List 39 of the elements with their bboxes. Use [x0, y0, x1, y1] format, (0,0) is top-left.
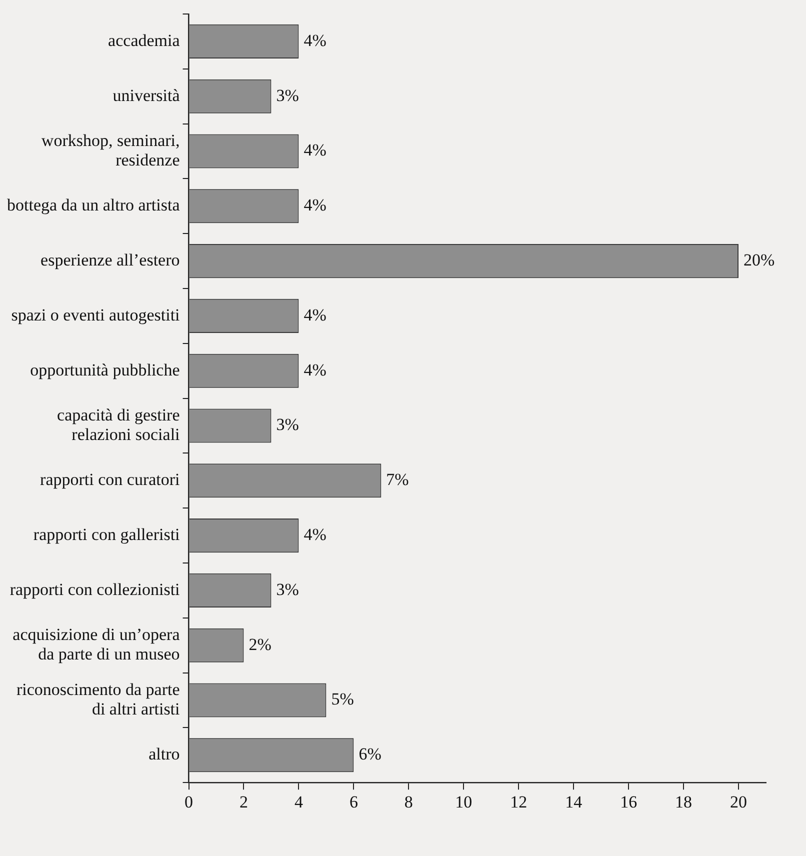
data-label: 5%: [331, 690, 354, 709]
x-tick-label: 18: [675, 792, 692, 812]
data-label: 4%: [304, 525, 326, 544]
x-tick-label: 2: [239, 792, 248, 812]
x-tick-label: 0: [184, 792, 194, 812]
y-tick-label: esperienze all’estero: [40, 250, 180, 270]
y-tick-label: rapporti con collezionisti: [10, 580, 180, 599]
y-tick-label: workshop, seminari, residenze: [41, 130, 180, 170]
y-tick-label: opportunità pubbliche: [30, 360, 180, 380]
data-label: 7%: [386, 470, 409, 490]
data-label: 3%: [276, 580, 299, 599]
data-label: 4%: [304, 140, 326, 160]
x-tick-label: 8: [404, 792, 413, 812]
data-label: 4%: [304, 196, 326, 215]
y-tick-label: altro: [148, 744, 180, 764]
data-label: 4%: [304, 305, 326, 324]
data-label: 6%: [358, 744, 382, 764]
x-tick-label: 4: [294, 792, 304, 812]
x-tick-label: 16: [620, 792, 638, 812]
data-label: 3%: [276, 86, 299, 105]
y-tick-label: spazi o eventi autogestiti: [11, 305, 180, 324]
x-tick-label: 12: [510, 792, 528, 812]
y-tick-label: bottega da un altro artista: [6, 196, 180, 215]
y-tick-label: rapporti con galleristi: [33, 525, 180, 544]
y-tick-label: acquisizione di un’opera da parte di un museo: [12, 625, 180, 664]
y-tick-label: università: [112, 86, 180, 105]
data-label: 4%: [304, 30, 326, 50]
x-tick-label: 14: [565, 792, 583, 812]
x-tick-label: 20: [730, 792, 748, 812]
data-label: 4%: [304, 360, 326, 380]
y-tick-label: rapporti con curatori: [40, 470, 180, 490]
data-label: 20%: [744, 250, 775, 270]
data-label: 2%: [248, 634, 272, 654]
y-tick-label: capacità di gestire relazioni sociali: [57, 405, 180, 444]
y-tick-label: riconoscimento da parte di altri artisti: [16, 680, 180, 718]
data-label: 3%: [276, 415, 299, 434]
x-tick-label: 6: [349, 792, 358, 812]
x-tick-label: 10: [455, 792, 472, 812]
y-tick-label: accademia: [108, 30, 180, 50]
